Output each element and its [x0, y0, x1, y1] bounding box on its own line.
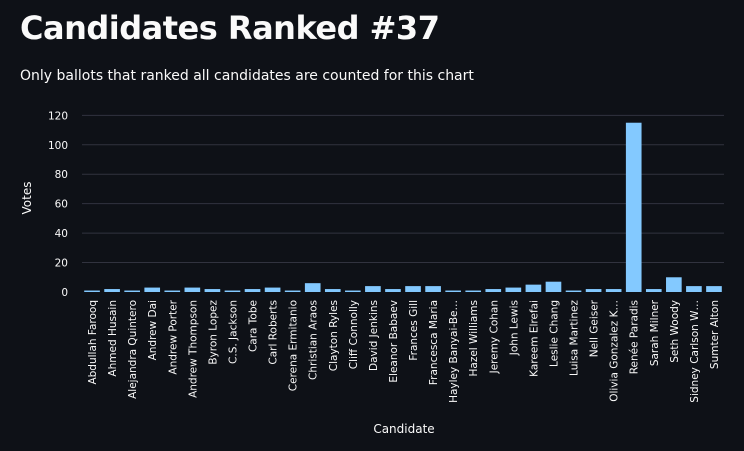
bar[interactable] — [686, 286, 702, 292]
x-tick-label: Andrew Porter — [167, 299, 179, 374]
bar[interactable] — [244, 289, 261, 292]
bar[interactable] — [304, 283, 321, 292]
bar[interactable] — [545, 281, 562, 292]
y-tick-label: 100 — [48, 140, 68, 152]
bars — [84, 122, 722, 292]
bar[interactable] — [264, 287, 281, 292]
bar[interactable] — [284, 290, 301, 292]
bar[interactable] — [565, 290, 582, 292]
bar[interactable] — [345, 290, 361, 292]
x-tick-label: Cara Tobe — [248, 300, 260, 352]
y-tick-label: 80 — [55, 169, 68, 181]
y-tick-label: 120 — [48, 110, 68, 122]
grid-lines — [82, 114, 724, 264]
x-tick-label: Olivia Gonzalez K… — [609, 300, 621, 402]
x-tick-label: Leslie Chang — [548, 300, 560, 367]
bar[interactable] — [224, 290, 241, 292]
bar[interactable] — [465, 290, 482, 292]
x-axis-title: Candidate — [373, 422, 434, 436]
bar[interactable] — [445, 290, 461, 292]
x-tick-label: Clayton Ryles — [328, 300, 340, 371]
x-tick-label: Jeremy Cohan — [488, 300, 500, 374]
x-tick-label: Renée Paradis — [629, 300, 641, 374]
x-tick-label: Cerena Ermitanio — [288, 300, 300, 391]
x-tick-label: Andrew Dai — [147, 300, 159, 360]
x-tick-label: Kareem Elrefai — [528, 300, 540, 377]
x-tick-label: C.S. Jackson — [227, 300, 239, 364]
bar[interactable] — [385, 289, 401, 292]
bar[interactable] — [124, 290, 140, 292]
bar[interactable] — [425, 286, 441, 292]
bar[interactable] — [625, 122, 642, 292]
y-tick-label: 60 — [55, 199, 68, 211]
bar[interactable] — [706, 286, 722, 292]
x-tick-label: Sumter Alton — [709, 300, 721, 369]
bar[interactable] — [164, 290, 181, 292]
x-tick-label: David Jenkins — [368, 300, 380, 371]
x-tick-label: Carl Roberts — [268, 300, 280, 365]
x-tick-label: Ahmed Husain — [107, 300, 119, 377]
bar[interactable] — [405, 286, 421, 292]
x-tick-label: Christian Araos — [308, 300, 320, 380]
bar[interactable] — [485, 289, 502, 292]
bar[interactable] — [525, 284, 542, 292]
bar[interactable] — [184, 287, 201, 292]
y-tick-label: 40 — [55, 228, 68, 240]
bar[interactable] — [585, 289, 602, 292]
bar[interactable] — [365, 286, 381, 292]
x-tick-label: Luisa Martinez — [569, 300, 581, 376]
x-tick-label: Nell Geiser — [589, 299, 601, 357]
bar[interactable] — [645, 289, 662, 292]
bar[interactable] — [505, 287, 522, 292]
x-tick-label: Byron Lopez — [207, 300, 219, 365]
x-tick-label: Frances Gill — [408, 300, 420, 361]
bar[interactable] — [666, 277, 682, 292]
x-axis: Abdullah Farooq Ahmed Husain Alejandra Qui… — [87, 299, 721, 403]
bar[interactable] — [104, 289, 120, 292]
x-tick-label: Francesca Maria — [428, 300, 440, 385]
x-tick-label: Eleanor Babaev — [388, 300, 400, 383]
x-tick-label: John Lewis — [508, 300, 520, 356]
x-tick-label: Sidney Carlson W… — [689, 300, 701, 403]
x-tick-label: Abdullah Farooq — [87, 300, 99, 385]
x-tick-label: Seth Woody — [669, 300, 681, 363]
x-tick-label: Sarah Milner — [649, 299, 661, 366]
bar[interactable] — [324, 289, 341, 292]
y-axis-title: Votes — [20, 182, 34, 215]
x-tick-label: Hayley Banyai-Be… — [448, 300, 460, 403]
bar[interactable] — [144, 287, 161, 292]
y-tick-label: 20 — [55, 258, 68, 270]
y-tick-label: 0 — [61, 287, 68, 299]
bar[interactable] — [84, 290, 100, 292]
x-tick-label: Hazel Williams — [468, 300, 480, 377]
y-axis: 0 20 40 60 80 100 120 — [48, 110, 68, 299]
x-tick-label: Andrew Thompson — [187, 300, 199, 398]
bar[interactable] — [204, 289, 221, 292]
x-tick-label: Alejandra Quintero — [127, 300, 139, 399]
chart-subtitle: Only ballots that ranked all candidates … — [20, 68, 474, 84]
bar[interactable] — [605, 289, 622, 292]
page-title: Candidates Ranked #37 — [20, 9, 440, 47]
x-tick-label: Cliff Connolly — [348, 300, 360, 369]
